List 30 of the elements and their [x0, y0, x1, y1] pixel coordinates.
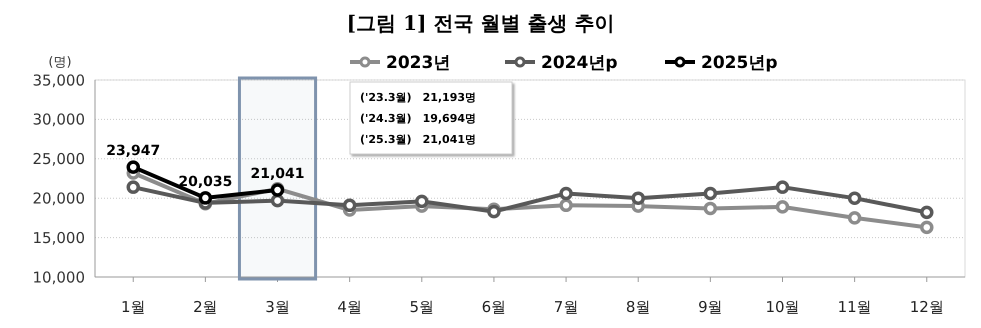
note-box: ('23.3월) 21,193명 ('24.3월) 19,694명 ('25.3월) 21,041명 [350, 82, 512, 154]
annotation: ('23.3월) 21,193명 [360, 91, 476, 104]
legend-label: 2024년p [541, 53, 618, 73]
annotation: ('25.3월) 21,041명 [360, 133, 476, 146]
y-tick-label: 25,000 [32, 150, 85, 168]
x-tick-label: 11월 [838, 298, 872, 316]
x-tick-label: 4월 [337, 298, 362, 316]
x-tick-label: 12월 [910, 298, 944, 316]
x-tick-label: 8월 [626, 298, 650, 316]
y-tick-label: 30,000 [32, 110, 85, 129]
chart-title: [그림 1] 전국 월별 출생 추이 [346, 11, 614, 35]
x-tick-label: 5월 [410, 298, 434, 316]
data-label: 21,041 [250, 166, 305, 182]
x-tick-label: 9월 [698, 298, 723, 316]
annotation: ('24.3월) 19,694명 [360, 112, 476, 125]
y-axis-title: (명) [48, 55, 72, 70]
x-tick-label: 3월 [265, 298, 290, 316]
x-tick-label: 7월 [554, 298, 578, 316]
x-tick-label: 6월 [482, 298, 506, 316]
y-tick-label: 15,000 [32, 228, 85, 247]
data-label: 20,035 [178, 174, 232, 190]
legend-label: 2023년 [386, 53, 450, 73]
y-tick-label: 10,000 [32, 268, 85, 286]
y-tick-label: 20,000 [32, 189, 85, 208]
data-label: 23,947 [106, 143, 160, 160]
x-tick-label: 2월 [193, 298, 218, 316]
legend-label: 2025년p [701, 53, 778, 73]
x-tick-label: 10월 [765, 298, 800, 316]
x-tick-label: 1월 [120, 298, 146, 316]
y-tick-label: 35,000 [32, 71, 85, 90]
